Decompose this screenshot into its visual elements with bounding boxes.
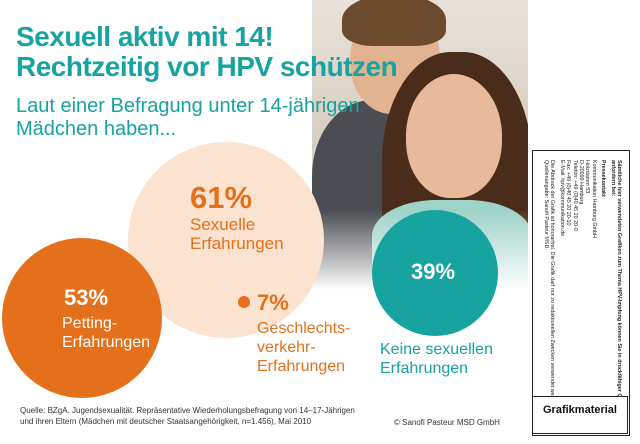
subtitle-line-2: Mädchen haben... — [16, 118, 177, 140]
stat-label-line: Keine sexuellen — [380, 341, 493, 358]
stat-percent-sexual-experience: 61% — [190, 180, 253, 215]
contact-line: Kommunikation Hamburg GmbH — [591, 160, 598, 238]
stat-label-sexual-experience: Sexuelle Erfahrungen — [190, 215, 310, 253]
contact-line: D-20099 Hamburg — [578, 160, 585, 205]
stat-percent-no-experience: 39% — [411, 259, 456, 284]
contact-line: Telefon: +49 (0)40 45 20 20-0 — [571, 160, 578, 231]
graphic-material-label: Grafikmaterial — [543, 404, 617, 416]
intercourse-dot — [238, 296, 250, 308]
press-info-panel: Sämtliche hier verwendeten Grafiken zum … — [532, 150, 630, 436]
contact-line: Fax: +49 (0)40 45 20 20-10 — [565, 160, 572, 226]
stat-percent-petting: 53% — [64, 285, 109, 310]
petting-circle — [2, 238, 162, 398]
press-intro: Sämtliche hier verwendeten Grafiken zum … — [609, 160, 623, 414]
headline-line-1: Sexuell aktiv mit 14! — [16, 21, 274, 52]
stat-label-line: Erfahrungen — [190, 234, 284, 253]
no-experience-circle — [372, 210, 498, 336]
stat-label-no-experience: Keine sexuellen Erfahrungen — [380, 340, 520, 378]
stat-label-petting: Petting- Erfahrungen — [62, 314, 162, 352]
stat-label-line: Erfahrungen — [62, 334, 151, 351]
stat-label-line: Petting- — [62, 315, 118, 332]
stat-label-line: Geschlechts- — [257, 320, 351, 337]
stat-label-line: Erfahrungen — [380, 360, 469, 377]
stat-label-intercourse: Geschlechts- verkehr- Erfahrungen — [257, 319, 377, 376]
contact-line: Holzdamm 53 — [584, 160, 591, 194]
press-contact: Kommunikation Hamburg GmbH Holzdamm 53 D… — [559, 160, 597, 426]
graphic-material-badge: Grafikmaterial — [532, 396, 628, 434]
girl-face — [406, 74, 502, 198]
source-note: Quelle: BZgA. Jugendsexualität. Repräsen… — [20, 405, 410, 427]
stat-percent-intercourse: 7% — [257, 290, 289, 315]
boy-hair — [342, 0, 446, 46]
infographic: Sexuell aktiv mit 14! Rechtzeitig vor HP… — [2, 0, 528, 427]
source-line-1: Quelle: BZgA. Jugendsexualität. Repräsen… — [20, 406, 355, 415]
source-line-2: und ihren Eltern (Mädchen mit deutscher … — [20, 417, 312, 426]
contact-line: E-Mail: hpv@kommunikation.de — [558, 160, 565, 237]
copyright: © Sanofi Pasteur MSD GmbH — [394, 418, 500, 427]
headline-line-2: Rechtzeitig vor HPV schützen — [16, 51, 398, 82]
subtitle: Laut einer Befragung unter 14-jährigen M… — [16, 95, 360, 141]
press-contact-heading: Pressekontakt — [600, 160, 607, 197]
press-footer-note: Die Abdruck der Grafik ist honorarfrei. … — [543, 160, 556, 409]
stat-label-line: Sexuelle — [190, 215, 256, 234]
subtitle-line-1: Laut einer Befragung unter 14-jährigen — [16, 95, 360, 117]
stat-label-line: verkehr- — [257, 339, 316, 356]
stat-label-line: Erfahrungen — [257, 358, 346, 375]
headline: Sexuell aktiv mit 14! Rechtzeitig vor HP… — [16, 21, 398, 82]
press-info-text: Sämtliche hier verwendeten Grafiken zum … — [540, 160, 622, 426]
